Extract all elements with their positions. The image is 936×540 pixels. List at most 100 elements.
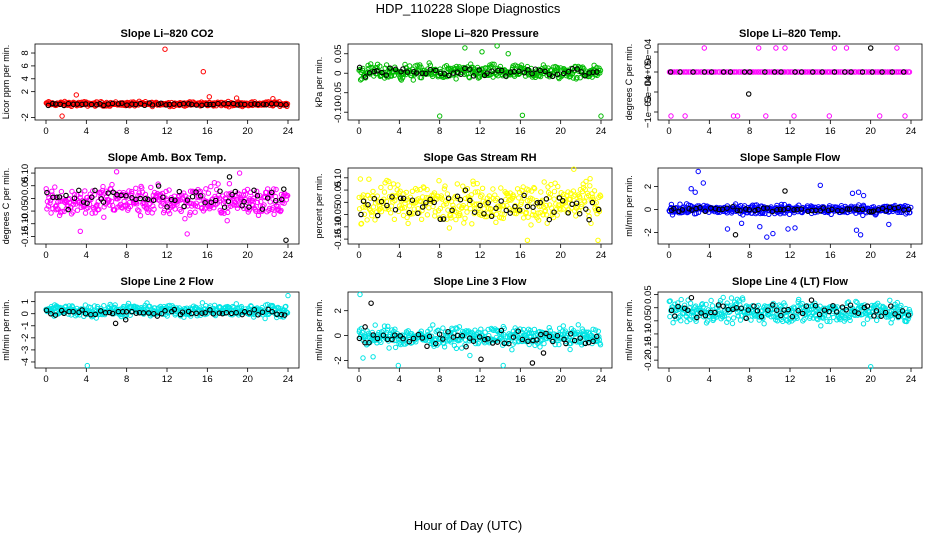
data-point — [438, 193, 444, 199]
data-point — [406, 63, 413, 69]
data-point — [217, 188, 223, 194]
data-point — [208, 199, 215, 205]
data-point — [567, 346, 573, 353]
plot-frame — [34, 291, 300, 369]
data-point — [474, 334, 480, 341]
data-point — [265, 186, 271, 192]
data-point — [518, 199, 524, 205]
data-point — [357, 291, 363, 298]
data-point — [71, 195, 78, 201]
data-point — [596, 334, 602, 340]
data-point — [551, 196, 557, 202]
data-point — [278, 196, 285, 203]
data-point — [446, 225, 453, 231]
x-tick-label: 24 — [906, 126, 917, 137]
data-point — [223, 309, 230, 316]
data-point — [246, 310, 253, 316]
data-point — [405, 220, 411, 227]
y-axis-label: Licor ppm per min. — [1, 45, 11, 120]
data-point — [360, 65, 366, 72]
data-point — [151, 206, 157, 212]
x-tick-label: 8 — [124, 250, 129, 261]
data-point — [785, 226, 791, 232]
data-point — [436, 331, 443, 337]
data-point — [752, 207, 758, 214]
data-point — [251, 306, 258, 313]
x-tick-label: 20 — [242, 126, 253, 137]
data-point — [531, 185, 538, 192]
data-point — [774, 207, 780, 213]
data-point — [688, 186, 694, 192]
data-point — [595, 237, 601, 244]
data-point — [461, 71, 468, 78]
data-point — [828, 211, 834, 218]
data-point — [596, 336, 602, 343]
data-point — [543, 212, 550, 218]
data-point — [887, 297, 893, 303]
data-point — [283, 237, 289, 243]
data-point — [668, 113, 674, 119]
data-point — [827, 318, 833, 325]
data-point — [234, 102, 241, 108]
data-point — [853, 298, 859, 305]
data-point — [698, 310, 704, 316]
data-point — [70, 209, 76, 215]
data-point — [833, 309, 840, 315]
data-point — [681, 302, 688, 308]
data-point — [82, 310, 89, 317]
data-point — [430, 322, 436, 328]
data-point — [453, 76, 459, 82]
data-point — [702, 312, 709, 319]
data-point — [888, 303, 894, 309]
data-point — [50, 100, 56, 107]
y-tick-label: -0.15 — [333, 228, 344, 250]
data-point — [402, 200, 408, 206]
data-point — [900, 69, 907, 75]
data-point — [445, 195, 452, 201]
y-axis-label: ml/min per min. — [624, 299, 634, 361]
data-point — [71, 191, 78, 198]
data-point — [61, 310, 67, 317]
data-point — [263, 101, 270, 108]
data-point — [482, 213, 488, 220]
series-hourly — [356, 300, 600, 366]
data-point — [536, 217, 542, 223]
data-point — [145, 196, 151, 203]
data-point — [565, 210, 571, 216]
x-tick-label: 20 — [242, 374, 253, 385]
data-point — [470, 73, 477, 79]
data-point — [456, 324, 463, 330]
data-point — [193, 200, 199, 206]
data-point — [701, 45, 707, 51]
data-point — [383, 72, 390, 78]
data-point — [490, 186, 496, 192]
data-point — [819, 69, 825, 75]
data-point — [158, 100, 164, 106]
y-tick-label: 1 — [20, 299, 31, 304]
data-point — [503, 73, 509, 79]
x-axis-label: Hour of Day (UTC) — [414, 518, 522, 533]
data-point — [188, 200, 195, 207]
data-point — [163, 102, 169, 108]
data-point — [459, 333, 466, 339]
data-point — [453, 325, 459, 331]
data-point — [516, 68, 522, 75]
data-point — [524, 237, 531, 244]
data-point — [171, 101, 177, 107]
data-point — [857, 232, 864, 238]
data-point — [371, 68, 378, 75]
data-point — [244, 186, 251, 193]
data-point — [727, 69, 734, 75]
x-tick-label: 20 — [555, 374, 566, 385]
data-point — [530, 212, 536, 218]
data-point — [525, 67, 531, 73]
data-point — [747, 69, 753, 75]
data-point — [906, 69, 913, 75]
data-point — [844, 206, 851, 212]
series-1-minute — [356, 43, 604, 119]
data-point — [259, 309, 266, 315]
data-point — [683, 313, 690, 320]
plot-frame — [34, 43, 300, 121]
x-tick-label: 4 — [397, 374, 402, 385]
